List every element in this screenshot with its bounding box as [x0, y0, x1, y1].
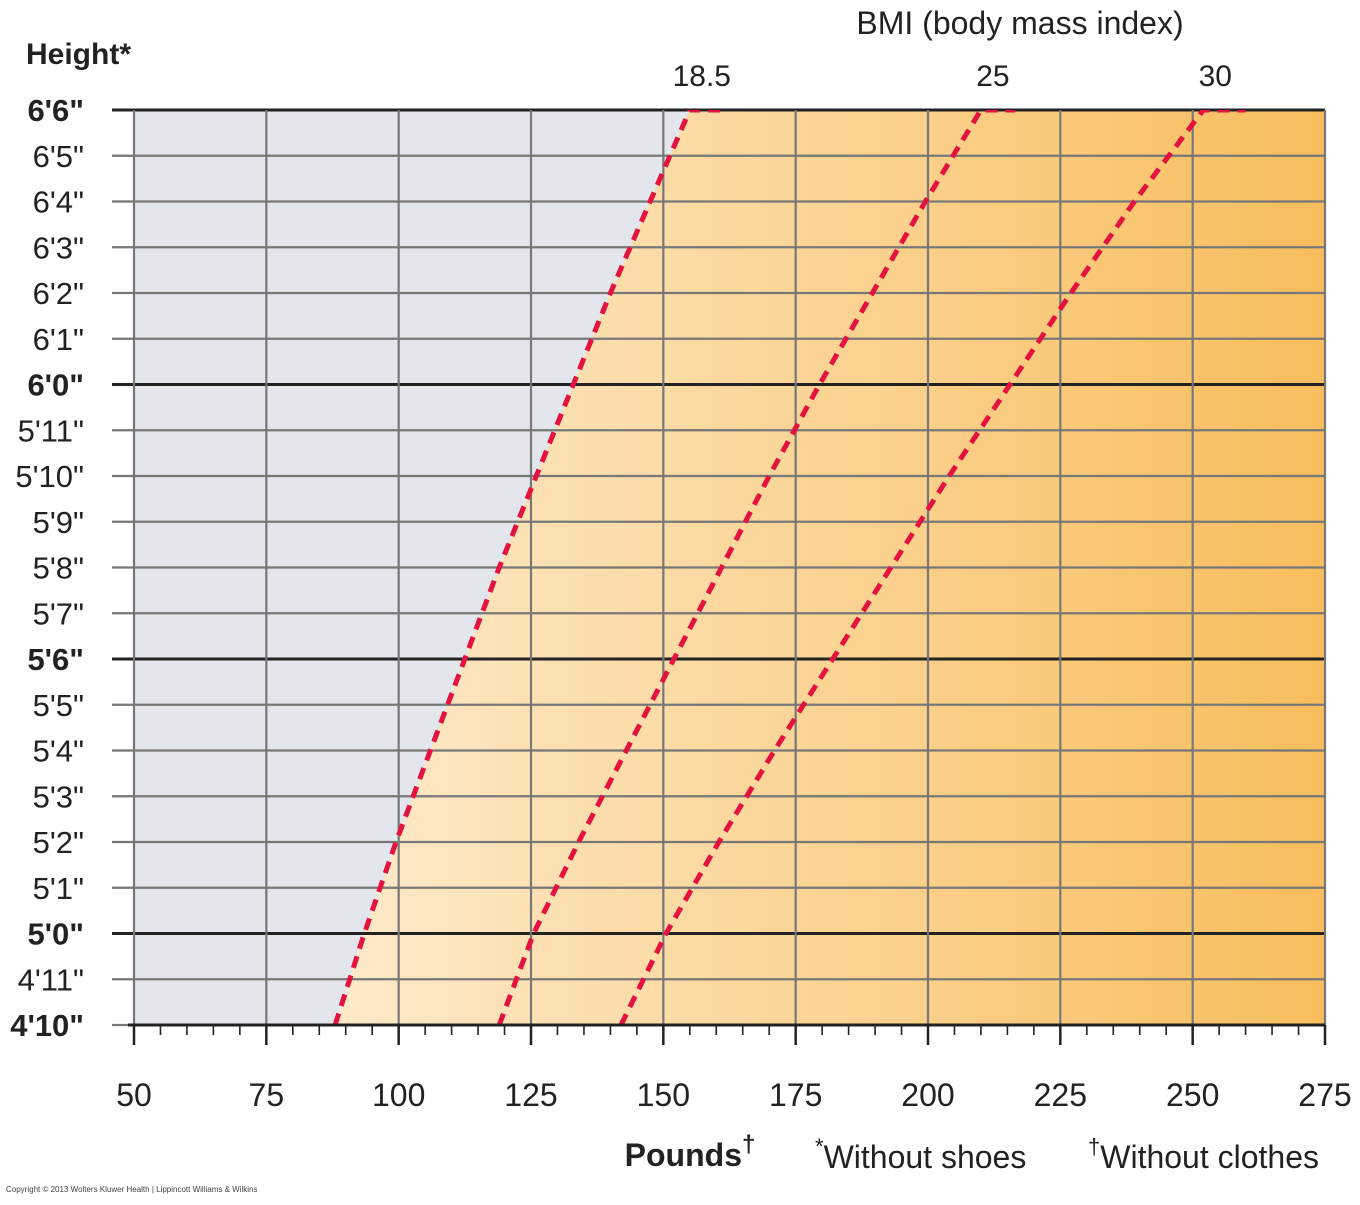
y-tick-label: 6'4" [33, 185, 84, 220]
x-tick-label: 175 [769, 1077, 822, 1113]
bmi-label-25: 25 [976, 60, 1009, 93]
y-tick-label: 5'4" [33, 734, 84, 769]
x-axis-label-text: Pounds [625, 1137, 742, 1173]
y-tick-label: 5'1" [33, 871, 84, 906]
y-tick-label: 5'5" [33, 688, 84, 723]
bmi-label-18.5: 18.5 [673, 60, 731, 93]
y-tick-label: 5'7" [33, 596, 84, 631]
y-tick-label: 6'6" [27, 93, 84, 128]
footnote-shoes: *Without shoes [815, 1134, 1026, 1175]
footnote-shoes-mark: * [815, 1134, 824, 1159]
y-tick-label: 5'3" [33, 779, 84, 814]
y-tick-label: 5'10" [15, 459, 84, 494]
x-axis-label: Pounds† [625, 1131, 756, 1173]
y-tick-label: 6'0" [27, 368, 84, 403]
x-tick-label: 75 [249, 1077, 285, 1113]
y-tick-label: 6'2" [33, 276, 84, 311]
y-tick-label: 5'11" [18, 413, 84, 448]
chart-title: BMI (body mass index) [856, 5, 1183, 41]
footnote-clothes-mark: † [1088, 1134, 1100, 1159]
footnote-clothes: †Without clothes [1088, 1134, 1319, 1175]
y-tick-label: 4'10" [10, 1008, 84, 1043]
bmi-label-30: 30 [1199, 60, 1232, 93]
x-tick-label: 250 [1166, 1077, 1219, 1113]
x-tick-label: 150 [637, 1077, 690, 1113]
bmi-curve-25 [496, 110, 1016, 1025]
bmi-curve-30 [618, 110, 1246, 1025]
x-axis-label-mark: † [742, 1131, 755, 1158]
y-tick-label: 6'3" [33, 230, 84, 265]
copyright: Copyright © 2013 Wolters Kluwer Health |… [6, 1185, 257, 1194]
x-tick-label: 275 [1298, 1077, 1351, 1113]
y-tick-label: 5'6" [27, 642, 84, 677]
x-tick-label: 50 [116, 1077, 152, 1113]
y-tick-label: 5'0" [27, 917, 84, 952]
y-tick-label: 6'5" [33, 139, 84, 174]
x-tick-label: 100 [372, 1077, 425, 1113]
y-tick-label: 6'1" [33, 322, 84, 357]
x-tick-label: 225 [1034, 1077, 1087, 1113]
y-tick-label: 5'8" [33, 551, 84, 586]
x-tick-label: 125 [504, 1077, 557, 1113]
y-tick-label: 4'11" [18, 962, 84, 997]
y-tick-label: 5'9" [33, 505, 84, 540]
x-tick-label: 200 [901, 1077, 954, 1113]
y-tick-label: 5'2" [33, 825, 84, 860]
y-axis-label: Height* [26, 38, 131, 71]
footnote-shoes-text: Without shoes [824, 1139, 1027, 1175]
footnote-clothes-text: Without clothes [1100, 1139, 1319, 1175]
